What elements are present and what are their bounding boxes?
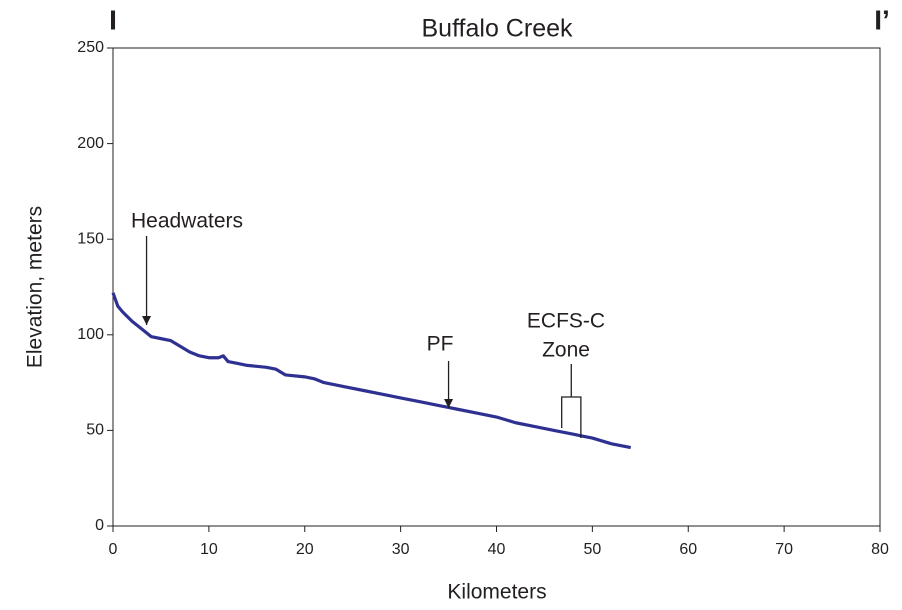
section-end-label: I’ <box>874 4 890 35</box>
y-axis-label: Elevation, meters <box>24 206 47 368</box>
x-tick-label: 70 <box>775 541 793 558</box>
annotation-label: Zone <box>542 339 590 362</box>
x-tick-label: 10 <box>200 541 218 558</box>
plot-frame <box>112 47 881 527</box>
x-tick-label: 60 <box>679 541 697 558</box>
y-tick-label: 250 <box>77 39 104 56</box>
section-start-label: I <box>109 4 117 35</box>
annotation-label: Headwaters <box>131 210 243 233</box>
x-tick-label: 40 <box>488 541 506 558</box>
x-tick-label: 50 <box>583 541 601 558</box>
y-tick-label: 200 <box>77 135 104 152</box>
x-axis-label: Kilometers <box>447 581 546 604</box>
x-tick-label: 30 <box>392 541 410 558</box>
chart-title: Buffalo Creek <box>421 15 573 43</box>
line <box>111 292 632 450</box>
y-tick-label: 0 <box>95 517 104 534</box>
x-tick-label: 80 <box>871 541 889 558</box>
x-tick-label: 0 <box>109 541 118 558</box>
annotation-label: PF <box>427 333 454 356</box>
annotation-bracket <box>561 364 582 438</box>
annotation-label: ECFS-C <box>527 310 605 333</box>
y-tick-label: 50 <box>86 422 104 439</box>
x-tick-label: 20 <box>296 541 314 558</box>
y-tick-label: 150 <box>77 230 104 247</box>
y-tick-label: 100 <box>77 326 104 343</box>
